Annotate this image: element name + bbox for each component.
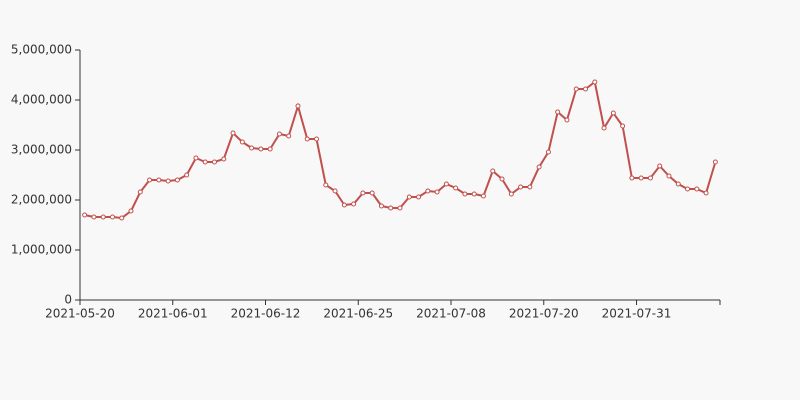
point xyxy=(341,202,347,208)
x-tick-label: 2021-07-08 xyxy=(416,307,486,321)
point xyxy=(249,145,255,151)
point xyxy=(109,214,115,220)
y-tick-label: 2,000,000 xyxy=(11,193,72,207)
point xyxy=(258,146,264,152)
point xyxy=(499,176,505,182)
point xyxy=(471,191,477,197)
point xyxy=(657,163,663,169)
x-tick-label: 2021-06-01 xyxy=(138,307,208,321)
x-tick-label: 2021-05-20 xyxy=(45,307,115,321)
point xyxy=(119,215,125,221)
point xyxy=(369,190,375,196)
point xyxy=(137,189,143,195)
point xyxy=(184,172,190,178)
y-tick-label: 4,000,000 xyxy=(11,93,72,107)
y-tick-label: 0 xyxy=(64,293,72,307)
point xyxy=(629,175,635,181)
point xyxy=(416,194,422,200)
point xyxy=(100,214,106,220)
point xyxy=(434,189,440,195)
point xyxy=(712,159,718,165)
point xyxy=(332,188,338,194)
point xyxy=(211,159,217,165)
point xyxy=(480,193,486,199)
point xyxy=(685,186,691,192)
point xyxy=(91,214,97,220)
y-tick-label: 1,000,000 xyxy=(11,243,72,257)
point xyxy=(304,136,310,142)
point xyxy=(536,164,542,170)
x-tick-label: 2021-06-12 xyxy=(231,307,301,321)
point xyxy=(267,146,273,152)
point xyxy=(351,201,357,207)
point xyxy=(323,182,329,188)
point xyxy=(406,194,412,200)
point xyxy=(388,205,394,211)
y-tick-label: 5,000,000 xyxy=(11,43,72,57)
point xyxy=(601,125,607,131)
point xyxy=(147,177,153,183)
point xyxy=(286,133,292,139)
point xyxy=(694,186,700,192)
point xyxy=(703,190,709,196)
point xyxy=(666,173,672,179)
point xyxy=(518,184,524,190)
x-tick-label: 2021-07-20 xyxy=(509,307,579,321)
point xyxy=(647,175,653,181)
point xyxy=(425,188,431,194)
point xyxy=(295,103,301,109)
x-tick-label: 2021-07-31 xyxy=(602,307,672,321)
point xyxy=(128,208,134,214)
point xyxy=(174,177,180,183)
point xyxy=(545,149,551,155)
point xyxy=(610,110,616,116)
point xyxy=(230,130,236,136)
point xyxy=(82,212,88,218)
x-tick-label: 2021-06-25 xyxy=(323,307,393,321)
point xyxy=(592,79,598,85)
point xyxy=(564,117,570,123)
point xyxy=(573,86,579,92)
point xyxy=(638,175,644,181)
point xyxy=(276,131,282,137)
point xyxy=(583,86,589,92)
line xyxy=(84,80,717,220)
point xyxy=(202,159,208,165)
point xyxy=(490,168,496,174)
point xyxy=(193,155,199,161)
point xyxy=(443,181,449,187)
point xyxy=(453,185,459,191)
point xyxy=(360,190,366,196)
point xyxy=(165,178,171,184)
point xyxy=(508,191,514,197)
point xyxy=(462,191,468,197)
point xyxy=(555,109,561,115)
point xyxy=(378,203,384,209)
point xyxy=(675,181,681,187)
point xyxy=(156,177,162,183)
point xyxy=(397,205,403,211)
point xyxy=(239,139,245,145)
point xyxy=(620,123,626,129)
y-tick-label: 3,000,000 xyxy=(11,143,72,157)
point xyxy=(314,136,320,142)
point xyxy=(527,184,533,190)
point xyxy=(221,156,227,162)
